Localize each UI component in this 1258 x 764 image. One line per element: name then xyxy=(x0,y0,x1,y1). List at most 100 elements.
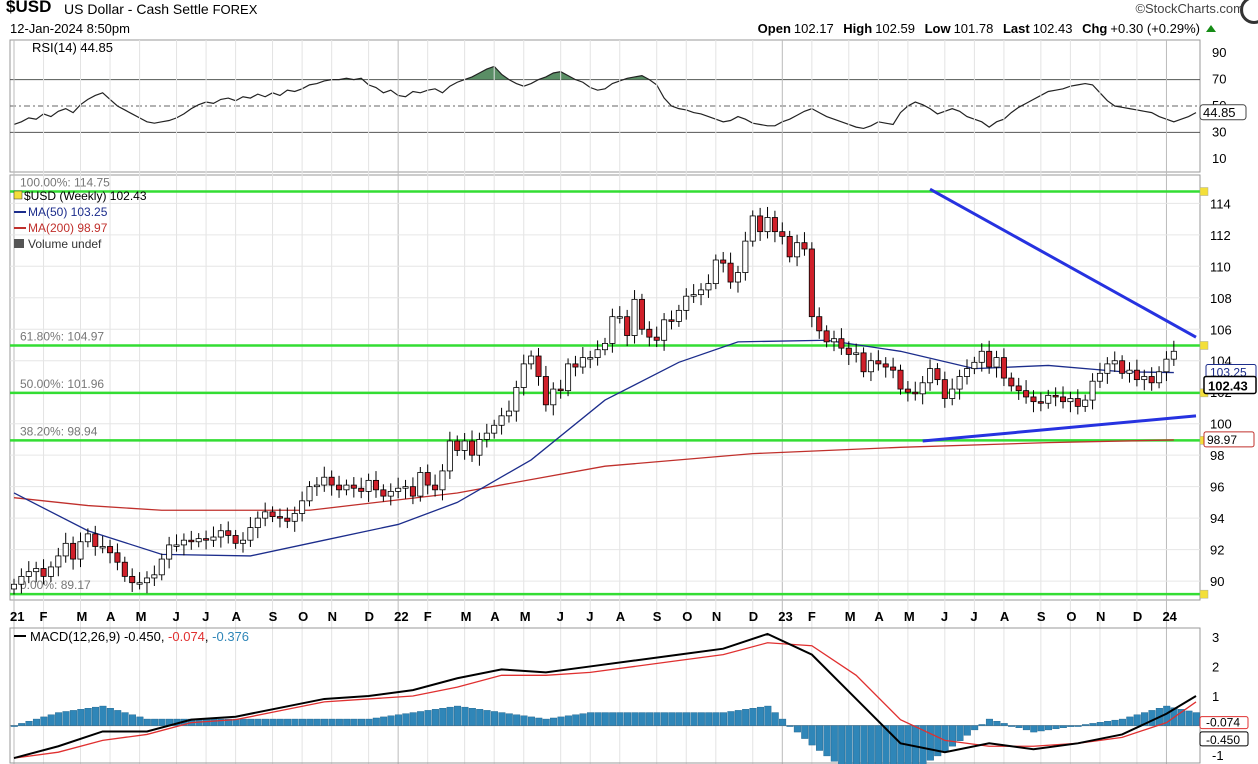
candle-body xyxy=(454,440,461,451)
macd-histogram-bar xyxy=(705,712,713,726)
macd-histogram-bar xyxy=(424,710,432,726)
macd-histogram-bar xyxy=(734,710,742,726)
candle-body xyxy=(971,361,978,370)
fib-end-marker xyxy=(1199,589,1209,599)
candle-body xyxy=(1089,380,1096,401)
candle-body xyxy=(1119,360,1126,374)
last-price-tag: 102.43 xyxy=(1208,378,1248,393)
candle-body xyxy=(18,575,25,585)
y-tick-label: 100 xyxy=(1210,417,1232,432)
x-tick-label: A xyxy=(106,609,116,624)
macd-histogram-bar xyxy=(291,718,299,726)
macd-histogram-bar xyxy=(321,718,329,726)
macd-histogram-bar xyxy=(1067,725,1075,727)
macd-histogram-bar xyxy=(380,716,388,726)
y-tick-label: 98 xyxy=(1210,448,1224,463)
candle-body xyxy=(291,513,298,522)
candle-body xyxy=(143,577,150,584)
macd-histogram-bar xyxy=(1133,714,1141,726)
fib-label: 61.80%: 104.97 xyxy=(20,329,104,343)
x-tick-label: J xyxy=(941,609,948,624)
candle-body xyxy=(225,530,232,536)
candle-body xyxy=(77,541,84,560)
ohlc-readout: Open 102.17 High 102.59 Low 101.78 Last 102.… xyxy=(757,21,1200,36)
candle-body xyxy=(483,432,490,440)
candle-body xyxy=(683,295,690,311)
x-tick-label: J xyxy=(202,609,209,624)
macd-tick-label: 2 xyxy=(1212,659,1219,674)
macd-histogram-bar xyxy=(136,716,144,726)
candle-body xyxy=(505,410,512,417)
x-tick-label: M xyxy=(904,609,915,624)
macd-histogram-bar xyxy=(882,725,890,764)
candle-body xyxy=(469,440,476,456)
candle-body xyxy=(1045,394,1052,404)
macd-histogram-bar xyxy=(712,712,720,726)
candle-body xyxy=(107,546,114,554)
ma200-label: MA(200) 98.97 xyxy=(28,221,108,235)
rsi-last-tag-box xyxy=(1199,104,1247,121)
candle-body xyxy=(734,272,741,283)
macd-histogram-bar xyxy=(594,712,602,726)
macd-histogram-bar xyxy=(786,725,794,727)
macd-histogram-bar xyxy=(1148,710,1156,726)
macd-histogram-bar xyxy=(1185,710,1193,726)
candle-body xyxy=(1170,350,1177,360)
candle-body xyxy=(284,517,291,522)
candle-body xyxy=(616,316,623,319)
macd-histogram-bar xyxy=(668,712,676,726)
macd-histogram-bar xyxy=(889,725,897,764)
candle-body xyxy=(203,538,210,541)
macd-histogram-bar xyxy=(867,725,875,764)
macd-histogram-bar xyxy=(609,712,617,726)
macd-histogram-bar xyxy=(572,714,580,726)
macd-signal-tag: -0.074 xyxy=(1206,716,1240,730)
macd-histogram-bar xyxy=(1022,725,1030,731)
candle-body xyxy=(1082,399,1089,407)
candle-body xyxy=(180,539,187,546)
macd-histogram-bar xyxy=(92,706,100,726)
candle-body xyxy=(845,347,852,355)
macd-histogram-bar xyxy=(793,725,801,733)
candle-body xyxy=(631,298,638,336)
macd-histogram-bar xyxy=(1059,725,1067,728)
brand-label[interactable]: ©StockCharts.com xyxy=(1135,1,1244,16)
candle-body xyxy=(794,242,801,258)
macd-histogram-bar xyxy=(646,712,654,726)
macd-histogram-bar xyxy=(830,725,838,762)
candle-body xyxy=(579,357,586,368)
candle-body xyxy=(62,542,69,557)
x-tick-label: N xyxy=(328,609,337,624)
macd-histogram-bar xyxy=(727,711,735,726)
candle-body xyxy=(461,440,468,451)
candle-body xyxy=(491,424,498,434)
candle-body xyxy=(1074,398,1081,407)
y-tick-label: 112 xyxy=(1210,228,1231,243)
macd-histogram-bar xyxy=(106,708,114,726)
macd-histogram-bar xyxy=(971,725,979,731)
candle-body xyxy=(1008,377,1015,387)
macd-histogram-bar xyxy=(956,725,964,741)
macd-histogram-bar xyxy=(801,725,809,739)
macd-histogram-bar xyxy=(394,714,402,726)
candle-body xyxy=(609,316,616,344)
candle-body xyxy=(299,500,306,514)
candle-body xyxy=(550,388,557,406)
candle-body xyxy=(129,575,136,584)
x-tick-label: M xyxy=(845,609,856,624)
candle-body xyxy=(210,536,217,541)
macd-histogram-bar xyxy=(47,714,55,726)
macd-histogram-bar xyxy=(520,715,528,726)
macd-histogram-bar xyxy=(542,718,550,726)
candle-body xyxy=(779,231,786,237)
macd-histogram-bar xyxy=(1178,709,1186,726)
last-price-tag-box xyxy=(1203,375,1257,395)
candle-body xyxy=(372,479,379,491)
macd-histogram-bar xyxy=(77,709,85,726)
candle-body xyxy=(1037,401,1044,404)
candle-body xyxy=(771,217,778,233)
candle-body xyxy=(306,486,313,502)
candle-body xyxy=(276,516,283,519)
macd-histogram-bar xyxy=(343,718,351,726)
